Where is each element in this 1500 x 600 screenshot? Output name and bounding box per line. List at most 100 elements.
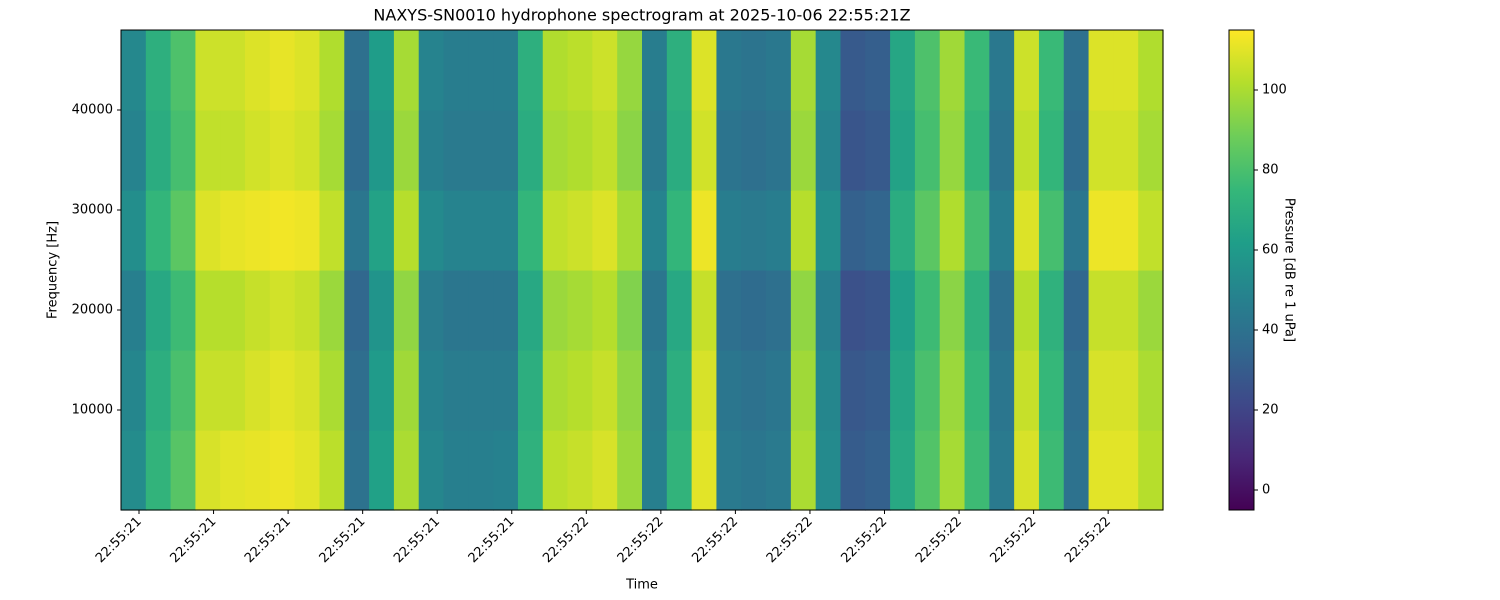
heatmap-cell (1113, 30, 1139, 111)
heatmap-cell (815, 430, 842, 511)
colorbar-tick-label: 20 (1262, 403, 1279, 418)
heatmap-cell (493, 270, 519, 351)
heatmap-cell (1088, 190, 1114, 271)
heatmap-cell (542, 190, 569, 271)
heatmap-cell (666, 110, 693, 191)
heatmap-cell (468, 350, 494, 431)
heatmap-cell (1138, 110, 1164, 191)
heatmap-cell (691, 110, 718, 191)
heatmap-cell (567, 430, 593, 511)
heatmap-cell (691, 30, 718, 111)
heatmap-cell (145, 190, 172, 271)
heatmap-cell (319, 110, 345, 191)
heatmap-cell (294, 30, 321, 111)
heatmap-cell (1014, 270, 1040, 351)
heatmap-cell (1038, 350, 1065, 431)
y-tick-label: 10000 (72, 403, 113, 418)
heatmap-cell (1088, 30, 1114, 111)
colorbar-label: Pressure [dB re 1 uPa] (1282, 198, 1297, 342)
heatmap-cell (393, 430, 420, 511)
heatmap-cell (766, 430, 792, 511)
heatmap-cell (989, 190, 1015, 271)
heatmap-cell (939, 110, 966, 191)
heatmap-cell (865, 110, 891, 191)
heatmap-cell (468, 110, 494, 191)
heatmap-cell (716, 430, 742, 511)
heatmap-cell (890, 30, 916, 111)
colorbar-tick-label: 100 (1262, 83, 1287, 98)
heatmap-cell (642, 30, 668, 111)
heatmap-cell (1113, 350, 1139, 431)
heatmap-cell (393, 30, 420, 111)
heatmap-cell (939, 190, 966, 271)
heatmap-cell (121, 110, 147, 191)
heatmap-cell (1014, 110, 1040, 191)
heatmap-cell (815, 350, 842, 431)
heatmap-cell (517, 430, 544, 511)
heatmap-cell (766, 350, 792, 431)
heatmap-cell (840, 190, 866, 271)
heatmap-cell (493, 110, 519, 191)
x-tick-label: 22:55:22 (540, 514, 592, 566)
heatmap-cell (741, 430, 767, 511)
heatmap-cell (245, 110, 271, 191)
heatmap-cell (939, 270, 966, 351)
heatmap-cell (468, 270, 494, 351)
heatmap-cell (617, 270, 643, 351)
heatmap-cell (890, 190, 916, 271)
heatmap-cell (542, 30, 569, 111)
heatmap-cell (1063, 270, 1090, 351)
heatmap-cell (989, 430, 1015, 511)
heatmap-cell (319, 30, 345, 111)
heatmap-cell (344, 270, 370, 351)
heatmap-cell (666, 350, 693, 431)
x-tick-label: 22:55:22 (988, 514, 1040, 566)
heatmap-cell (592, 350, 618, 431)
heatmap-cell (642, 270, 668, 351)
chart-title: NAXYS-SN0010 hydrophone spectrogram at 2… (373, 6, 910, 25)
heatmap-cell (170, 190, 197, 271)
colorbar-tick-label: 60 (1262, 243, 1279, 258)
heatmap-cell (1138, 350, 1164, 431)
heatmap-cell (195, 430, 221, 511)
heatmap-cell (517, 30, 544, 111)
heatmap-cell (418, 270, 445, 351)
heatmap-cell (418, 430, 445, 511)
heatmap-cell (220, 30, 246, 111)
heatmap-cell (617, 30, 643, 111)
heatmap-cell (344, 430, 370, 511)
heatmap-cell (1014, 430, 1040, 511)
heatmap-cell (170, 110, 197, 191)
heatmap-cell (369, 430, 395, 511)
heatmap-cell (493, 350, 519, 431)
heatmap-cell (542, 110, 569, 191)
heatmap-cell (865, 350, 891, 431)
heatmap-cell (790, 270, 817, 351)
heatmap-cell (1063, 350, 1090, 431)
plot-frame (120, 29, 1164, 511)
x-axis-label: Time (625, 578, 658, 593)
heatmap-cell (1014, 30, 1040, 111)
heatmap-cell (170, 430, 197, 511)
heatmap-cell (914, 350, 941, 431)
heatmap-cell (245, 190, 271, 271)
heatmap-cell (195, 110, 221, 191)
heatmap-cell (840, 110, 866, 191)
heatmap-cell (964, 110, 990, 191)
heatmap-cell (468, 190, 494, 271)
heatmap-cell (1138, 30, 1164, 111)
x-tick-label: 22:55:21 (167, 514, 219, 566)
heatmap-cell (840, 350, 866, 431)
heatmap-cell (741, 350, 767, 431)
heatmap-cell (890, 110, 916, 191)
heatmap-cell (1138, 190, 1164, 271)
heatmap-cell (890, 270, 916, 351)
heatmap-cell (245, 350, 271, 431)
heatmap-cell (1063, 30, 1090, 111)
heatmap-cell (840, 430, 866, 511)
heatmap-cell (964, 190, 990, 271)
heatmap-cell (766, 30, 792, 111)
x-tick-label: 22:55:21 (93, 514, 145, 566)
y-tick-label: 40000 (72, 103, 113, 118)
heatmap-cell (716, 190, 742, 271)
